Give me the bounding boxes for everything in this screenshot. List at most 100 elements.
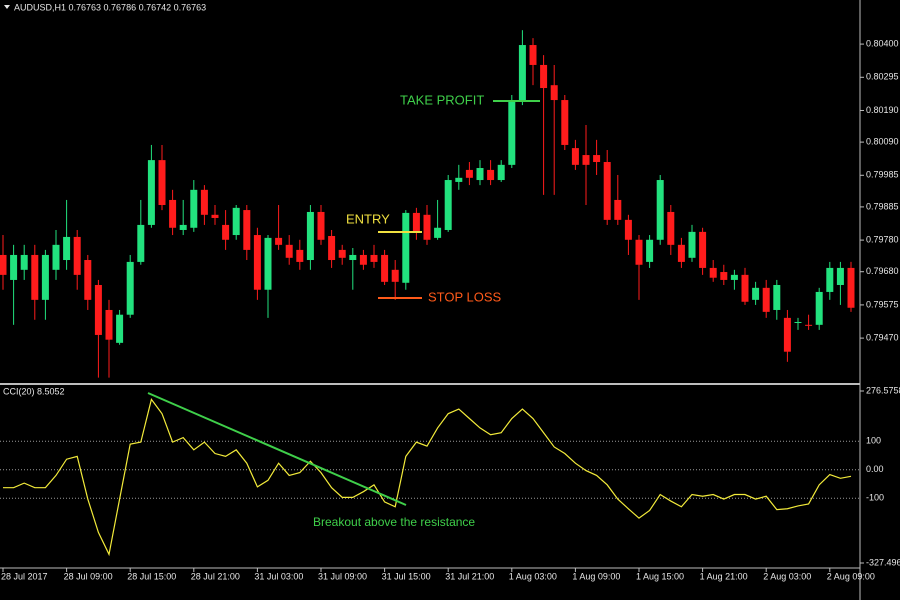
candle-body — [10, 254, 18, 280]
candle-body — [487, 169, 495, 181]
candle-body — [63, 236, 71, 261]
x-tick-label: 28 Jul 09:00 — [64, 571, 113, 581]
x-tick-label: 28 Jul 21:00 — [191, 571, 240, 581]
y-tick-label: 276.5758 — [866, 385, 900, 395]
candle-body — [317, 211, 325, 240]
x-tick-label: 28 Jul 15:00 — [127, 571, 176, 581]
candle-body — [603, 162, 611, 220]
annotation: Breakout above the resistance — [313, 515, 475, 529]
candle-body — [593, 155, 601, 163]
candle-body — [423, 214, 431, 240]
candle-body — [370, 254, 378, 262]
y-tick-label: 0.00 — [866, 464, 884, 474]
x-tick-label: 28 Jul 2017 — [1, 571, 48, 581]
candle-body — [359, 254, 367, 265]
x-tick-label: 2 Aug 09:00 — [827, 571, 875, 581]
candle-body — [41, 254, 49, 300]
candle-body — [412, 212, 420, 232]
candle-body — [222, 224, 230, 240]
candle-body — [444, 180, 452, 230]
candle-body — [752, 287, 760, 300]
candle-body — [518, 45, 526, 101]
candle-body — [455, 177, 463, 182]
candle-body — [614, 199, 622, 220]
candle-body — [540, 64, 548, 89]
y-tick-label: 0.79885 — [866, 201, 899, 211]
candle-body — [656, 180, 664, 240]
candle-body — [815, 291, 823, 325]
candle-body — [20, 254, 28, 270]
candle-body — [561, 100, 569, 145]
candle-body — [147, 160, 155, 225]
candle-body — [296, 249, 304, 262]
x-tick-label: 1 Aug 21:00 — [700, 571, 748, 581]
candle-body — [794, 321, 802, 323]
y-tick-label: 0.79575 — [866, 299, 899, 309]
y-tick-label: -100 — [866, 493, 884, 503]
y-tick-label: 0.79985 — [866, 170, 899, 180]
annotation: TAKE PROFIT — [400, 92, 484, 107]
candle-body — [836, 267, 844, 285]
candle-body — [179, 224, 187, 230]
x-tick-label: 31 Jul 15:00 — [382, 571, 431, 581]
candle-body — [232, 207, 240, 236]
trend-line — [147, 392, 407, 506]
candle-body — [434, 227, 442, 238]
candle-body — [762, 287, 770, 312]
x-tick-label: 31 Jul 03:00 — [254, 571, 303, 581]
x-tick-label: 1 Aug 15:00 — [636, 571, 684, 581]
candle-body — [402, 212, 410, 283]
candle-body — [328, 235, 336, 261]
x-tick-label: 2 Aug 03:00 — [763, 571, 811, 581]
candle-body — [720, 272, 728, 280]
x-tick-label: 31 Jul 09:00 — [318, 571, 367, 581]
candle-body — [275, 237, 283, 245]
y-tick-label: 0.80090 — [866, 136, 899, 146]
candle-body — [391, 269, 399, 282]
candle-body — [667, 211, 675, 245]
candle-body — [105, 309, 113, 340]
y-tick-label: 0.80190 — [866, 105, 899, 115]
candle-body — [243, 210, 251, 250]
y-tick-label: 0.80400 — [866, 38, 899, 48]
candle-body — [190, 189, 198, 228]
menu-icon — [4, 5, 10, 9]
candle-body — [476, 168, 484, 181]
candle-body — [200, 189, 208, 215]
candle-body — [635, 239, 643, 265]
candle-body — [624, 219, 632, 240]
candle-body — [847, 267, 855, 308]
y-tick-label: 0.79780 — [866, 234, 899, 244]
x-tick-label: 1 Aug 09:00 — [572, 571, 620, 581]
candle-body — [699, 231, 707, 268]
candle-body — [158, 160, 166, 206]
symbol-title: AUDUSD,H1 0.76763 0.76786 0.76742 0.7676… — [14, 2, 206, 12]
y-tick-label: 0.80295 — [866, 72, 899, 82]
candle-body — [783, 317, 791, 352]
candle-body — [211, 214, 219, 218]
candle-body — [508, 100, 516, 165]
y-tick-label: -327.4969 — [866, 557, 900, 567]
candle-body — [550, 85, 558, 101]
candle-body — [730, 274, 738, 280]
cci-line — [3, 398, 852, 557]
annotation: ENTRY — [346, 211, 390, 226]
candle-body — [529, 45, 537, 65]
candle-body — [137, 224, 145, 262]
candle-body — [31, 254, 39, 300]
candle-body — [306, 211, 314, 261]
candle-body — [84, 260, 92, 300]
annotation: STOP LOSS — [428, 289, 502, 304]
candle-body — [338, 249, 346, 258]
x-tick-label: 31 Jul 21:00 — [445, 571, 494, 581]
candle-body — [773, 284, 781, 310]
candle-body — [0, 254, 7, 275]
indicator-title: CCI(20) 8.5052 — [3, 386, 65, 396]
y-tick-label: 0.79680 — [866, 266, 899, 276]
candle-body — [169, 199, 177, 228]
candle-body — [497, 164, 505, 181]
candle-body — [73, 236, 81, 275]
candle-body — [571, 148, 579, 165]
y-tick-label: 100 — [866, 436, 881, 446]
